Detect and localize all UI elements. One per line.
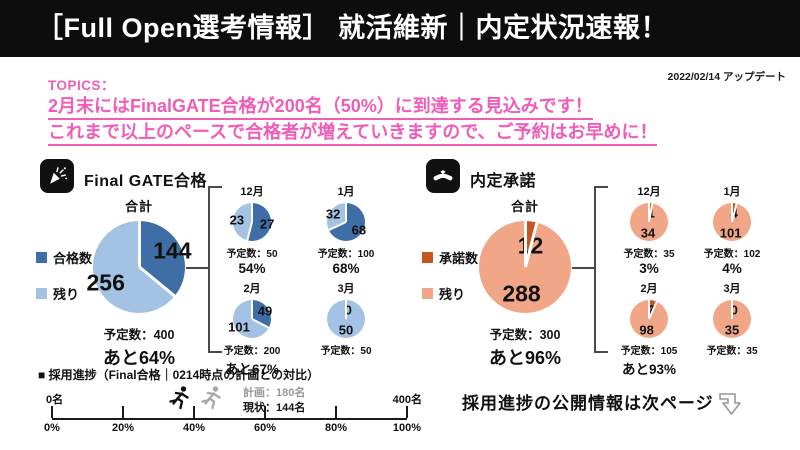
mini-pie-dec: 12月 1 34 予定数：35 3%: [623, 186, 675, 276]
tick-label: 0%: [44, 422, 60, 434]
legend-item-remaining: 残り: [36, 284, 92, 303]
section-title: 内定承諾: [470, 173, 537, 190]
current-label: 現状：144名: [243, 402, 306, 414]
runner-icon-plan: [200, 385, 224, 411]
party-popper-icon: [40, 159, 74, 193]
page-title: ［Full Open選考情報］ 就活維新｜内定状況速報！: [36, 13, 668, 43]
mini-pie-jan: 1月 68 32 予定数：100 68%: [317, 186, 375, 276]
mini-pie-mar: 3月 0 50 予定数：50: [320, 283, 372, 357]
bracket-stem: [186, 267, 208, 269]
legend-swatch-dark: [422, 252, 433, 263]
main-pie-captions: 予定数：300 あと96%: [488, 328, 562, 368]
tick-label: 100%: [392, 422, 422, 434]
runner-icon-current: [168, 385, 192, 411]
legend-item-remaining: 残り: [422, 284, 478, 303]
legend-swatch-light: [36, 288, 47, 299]
main-pie-chart: 144 256: [87, 221, 191, 313]
bracket-stem: [572, 267, 594, 269]
bent-down-arrow-icon: [718, 391, 744, 417]
bracket: [208, 186, 222, 353]
legend-swatch-light: [422, 288, 433, 299]
mini-pie-feb: 2月 7 98 予定数：105 あと93%: [620, 283, 678, 377]
progress-axis: [51, 406, 408, 420]
progress-min-label: 0名: [46, 394, 64, 406]
progress-max-label: 400名: [392, 394, 422, 406]
header-bar: ［Full Open選考情報］ 就活維新｜内定状況速報！: [0, 0, 800, 57]
tick-label: 80%: [324, 422, 348, 434]
topics-line-1: 2月末にはFinalGATE合格が200名（50%）に到達する見込みです！: [48, 95, 657, 120]
pie-value-light: 256: [86, 269, 125, 296]
total-caption: 合計: [510, 199, 539, 214]
legend-item-accepted: 承諾数: [422, 248, 478, 267]
topics-line-2: これまで以上のペースで合格者が増えていきますので、ご予約はお早めに！: [48, 121, 658, 146]
total-caption: 合計: [124, 199, 153, 214]
mini-pie-jan: 1月 4 101 予定数：102 4%: [703, 186, 761, 276]
bracket: [594, 186, 608, 353]
topics-label: TOPICS：: [48, 78, 116, 93]
mini-pie-feb: 2月 49 101 予定数：200 あと67%: [223, 283, 281, 377]
legend-item-pass: 合格数: [36, 248, 92, 267]
section-title: Final GATE合格: [84, 173, 208, 190]
tick-label: 20%: [111, 422, 135, 434]
main-pie-chart: 12 288: [479, 221, 571, 313]
tick-label: 60%: [253, 422, 277, 434]
mini-pie-dec: 12月 27 23 予定数：50 54%: [226, 186, 278, 276]
update-date: 2022/02/14 アップデート: [667, 71, 786, 83]
plan-label: 計画：180名: [243, 387, 306, 399]
mini-pie-mar: 3月 0 35 予定数：35: [706, 283, 758, 357]
topics-block: TOPICS： 2月末にはFinalGATE合格が200名（50%）に到達する見…: [48, 74, 658, 146]
footer-note: 採用進捗の公開情報は次ページ: [462, 394, 714, 413]
tick-label: 40%: [182, 422, 206, 434]
handshake-icon: [426, 159, 460, 193]
legend-swatch-dark: [36, 252, 47, 263]
pie-value-light: 288: [502, 280, 541, 307]
progress-heading: ■ 採用進捗（Final合格｜0214時点の計画との対比）: [38, 368, 320, 382]
main-pie-captions: 予定数：400 あと64%: [102, 328, 176, 368]
pie-value-dark: 144: [153, 237, 192, 264]
legend: 承諾数 残り: [422, 248, 478, 320]
legend: 合格数 残り: [36, 248, 92, 320]
